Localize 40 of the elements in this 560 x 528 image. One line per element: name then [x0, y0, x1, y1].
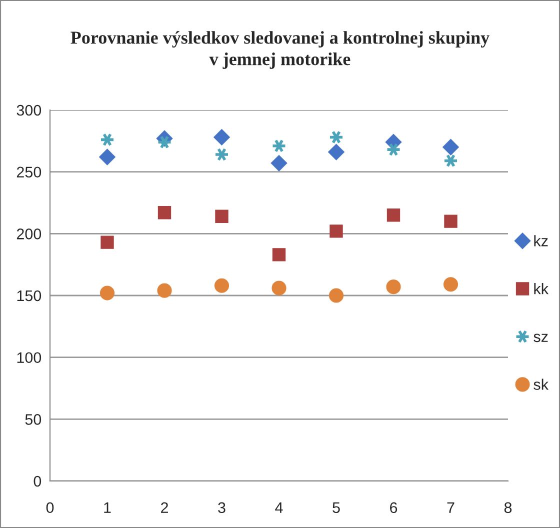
point — [444, 214, 458, 228]
point — [99, 148, 116, 166]
x-tick-label: 7 — [447, 502, 454, 513]
point — [272, 280, 286, 296]
point — [386, 208, 400, 222]
point — [443, 277, 458, 292]
point — [100, 286, 115, 300]
point — [214, 129, 230, 146]
x-tick-label: 8 — [504, 502, 512, 514]
point — [386, 280, 401, 294]
x-tick-label: 3 — [218, 502, 226, 514]
y-tick-label: 50 — [25, 414, 42, 425]
x-tick-label: 1 — [104, 502, 111, 513]
y-tick-label: 150 — [17, 290, 42, 302]
y-tick-label: 250 — [16, 166, 42, 178]
legend-label: kk — [534, 283, 549, 294]
y-tick-label: 200 — [16, 228, 42, 240]
x-tick-label: 2 — [161, 502, 168, 513]
x-tick-label: 0 — [46, 502, 54, 514]
point — [328, 144, 344, 160]
chart-title: Porovnanie výsledkov sledovanej a kontrolnej skupiny v jemnej motorike — [70, 31, 490, 69]
point — [100, 236, 114, 249]
point — [328, 288, 344, 303]
point — [272, 248, 286, 262]
y-tick-label: 0 — [34, 476, 42, 487]
point — [215, 210, 228, 223]
point — [270, 154, 288, 172]
x-tick-label: 6 — [390, 502, 398, 514]
point — [330, 224, 343, 238]
legend-label: sz — [534, 334, 548, 342]
point — [442, 138, 459, 156]
point — [158, 206, 172, 220]
legend-label: sk — [534, 378, 549, 390]
point — [157, 283, 172, 298]
y-tick-label: 300 — [16, 104, 42, 116]
x-tick-label: 5 — [332, 502, 340, 514]
point — [214, 278, 230, 293]
y-tick-label: 100 — [17, 352, 42, 364]
x-tick-label: 4 — [275, 502, 283, 513]
legend-label: kz — [534, 235, 548, 246]
